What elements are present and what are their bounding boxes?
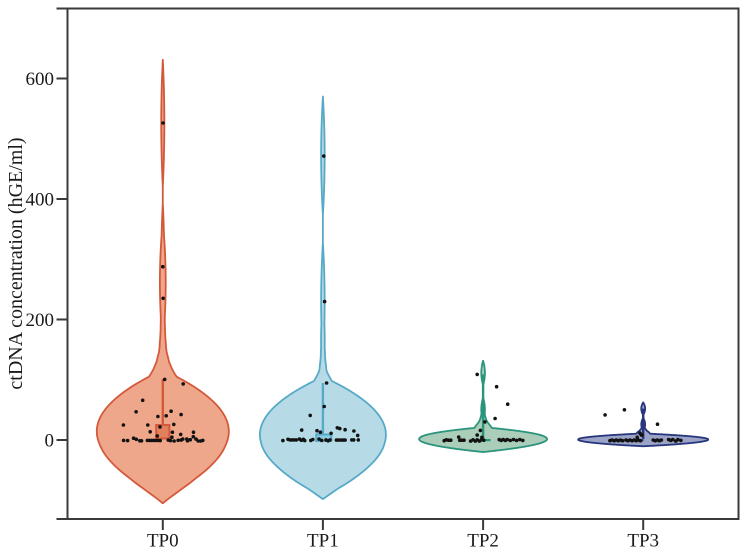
svg-text:400: 400 bbox=[26, 190, 55, 211]
svg-text:200: 200 bbox=[26, 310, 55, 331]
svg-text:600: 600 bbox=[26, 69, 55, 90]
svg-text:TP2: TP2 bbox=[467, 531, 499, 552]
svg-text:TP3: TP3 bbox=[627, 531, 659, 552]
svg-text:0: 0 bbox=[45, 431, 55, 452]
svg-text:TP1: TP1 bbox=[307, 531, 339, 552]
svg-text:TP0: TP0 bbox=[147, 531, 179, 552]
svg-text:ctDNA concentration (hGE/ml): ctDNA concentration (hGE/ml) bbox=[5, 137, 27, 389]
